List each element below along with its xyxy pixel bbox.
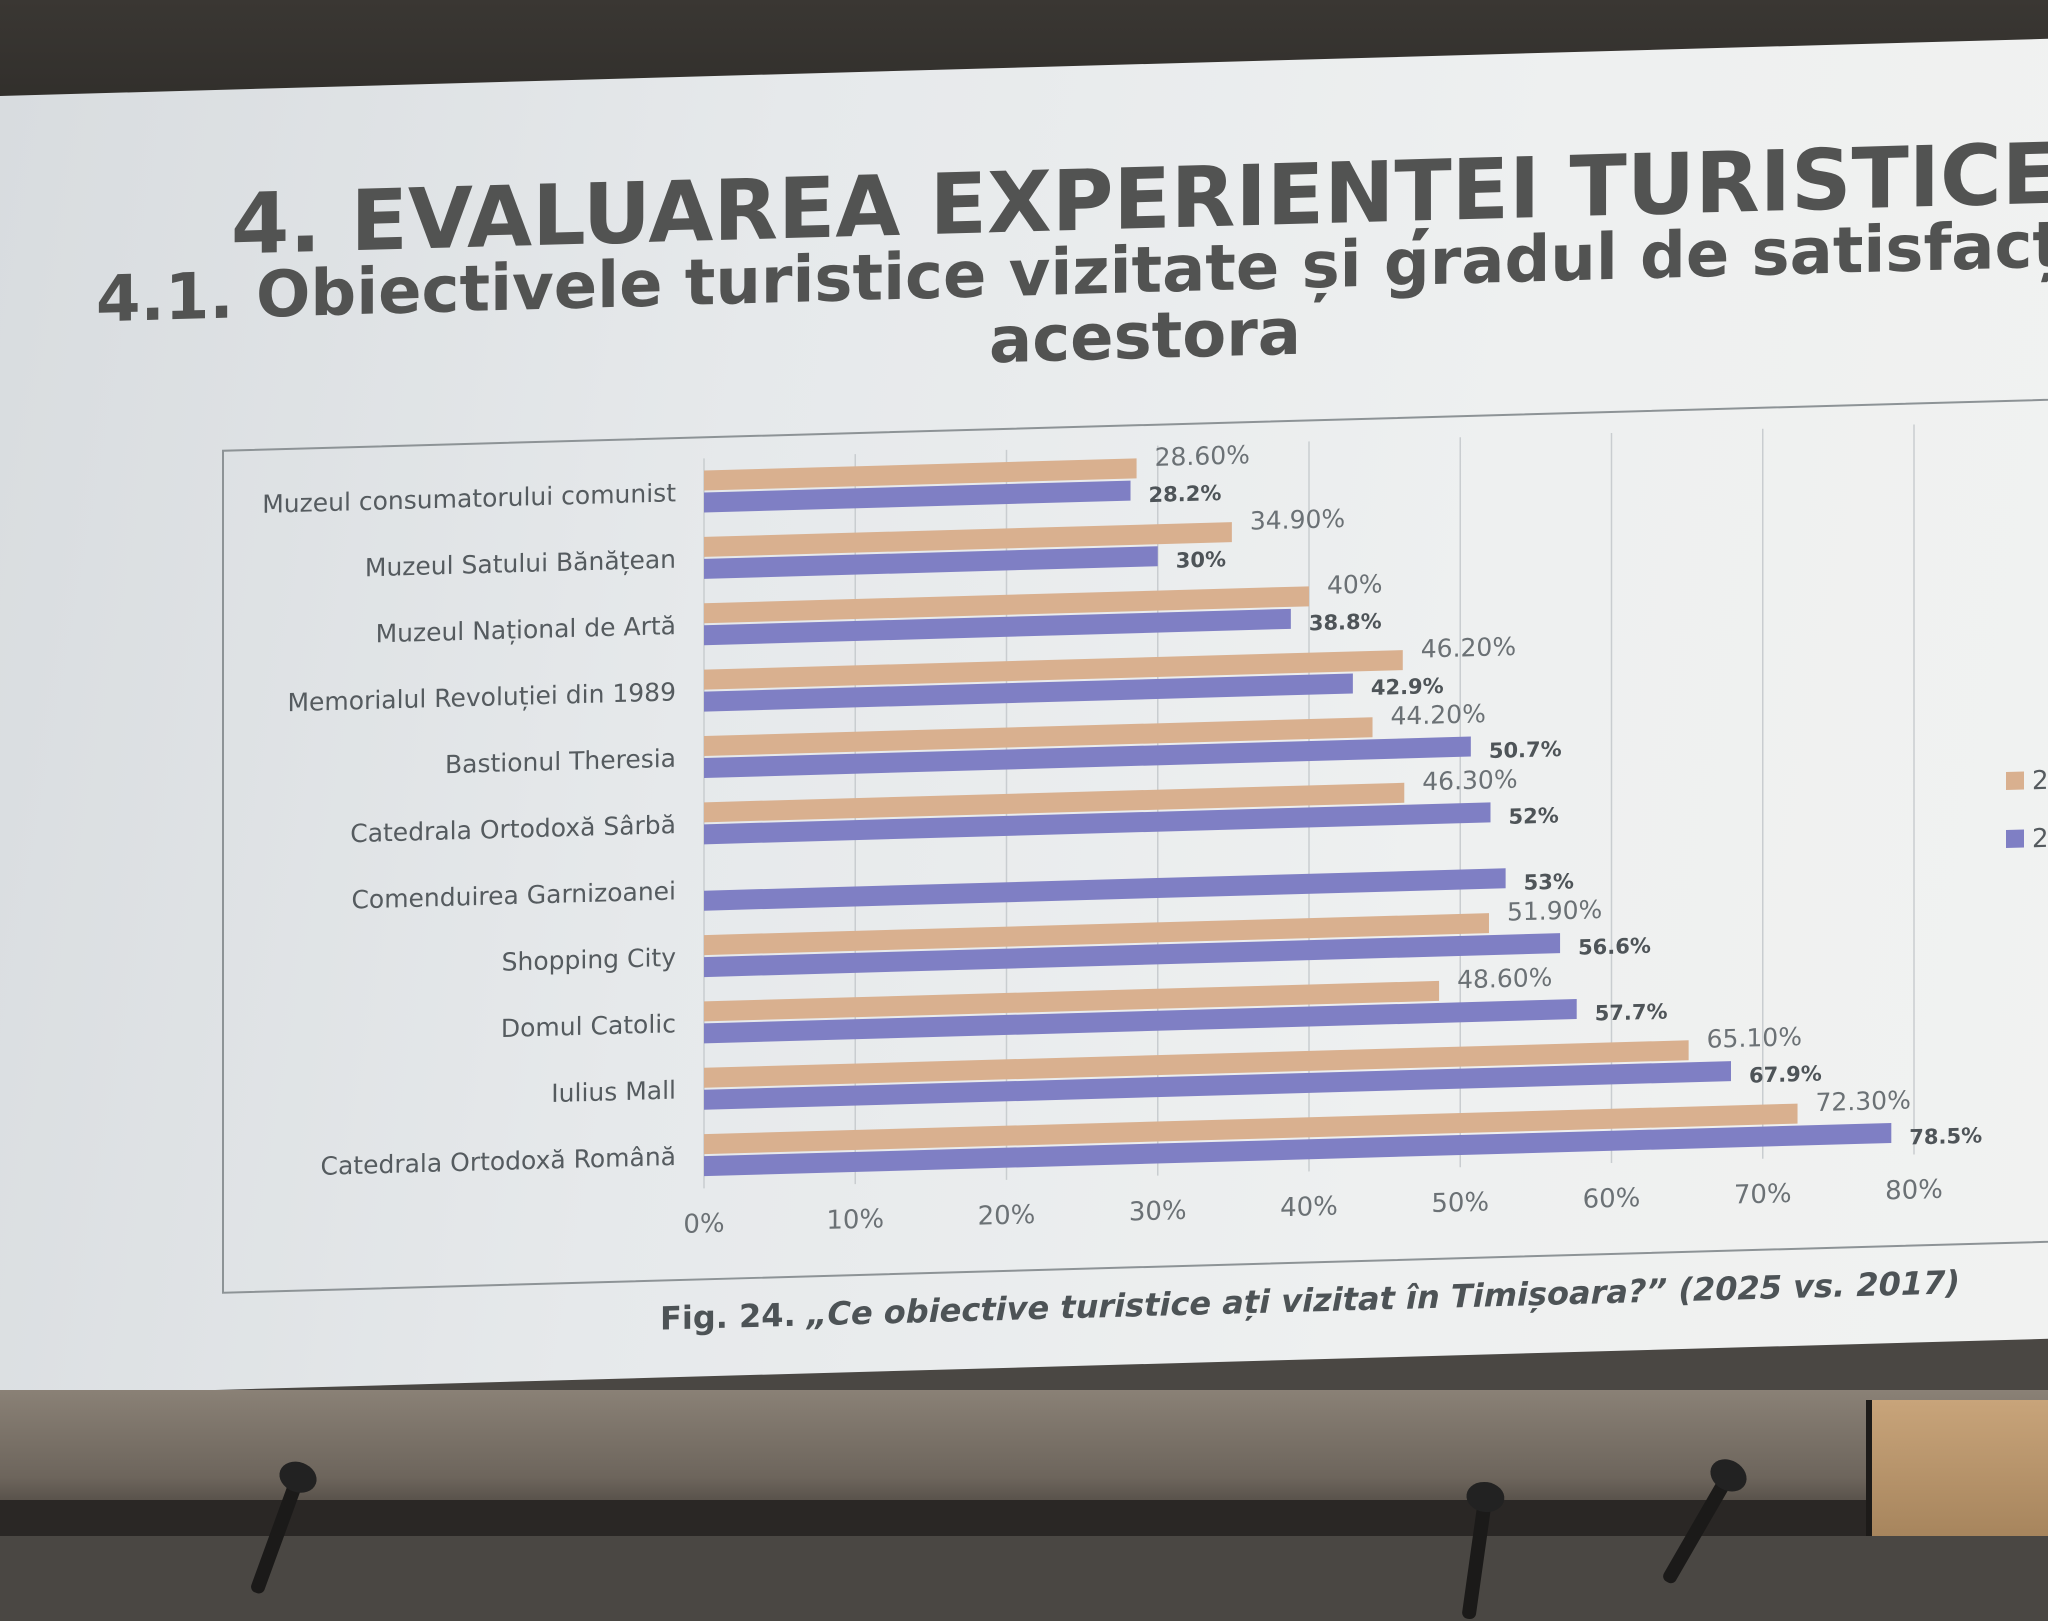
bar-series-1 — [704, 522, 1232, 557]
data-label: 30% — [1176, 547, 1226, 572]
x-tick-label: 70% — [1734, 1179, 1792, 1211]
category-label: Catedrala Ortodoxă Română — [321, 1142, 676, 1181]
x-tick-label: 60% — [1583, 1183, 1641, 1215]
data-label: 46.30% — [1422, 765, 1517, 797]
category-label: Bastionul Theresia — [445, 744, 676, 779]
x-tick-label: 20% — [978, 1200, 1036, 1232]
data-label: 34.90% — [1250, 504, 1345, 536]
bar-series-2 — [704, 736, 1471, 778]
bar-series-1 — [704, 782, 1405, 823]
bar-chart: 0% 10% 20% 30% 40% 50% 60% 70% 80% Muzeul consuma… — [262, 424, 2048, 1240]
category-label: Catedrala Ortodoxă Sârbă — [350, 810, 676, 848]
x-tick-label: 80% — [1885, 1175, 1943, 1207]
category-label: Muzeul consumatorului comunist — [262, 478, 676, 519]
data-label: 56.6% — [1578, 934, 1651, 960]
bar-series-1 — [704, 913, 1489, 956]
x-tick-label: 50% — [1431, 1187, 1489, 1219]
projection-screen: 4. EVALUAREA EXPERIENȚEI TURISTICE 4.1. … — [0, 38, 2048, 1396]
x-tick-label: 40% — [1280, 1192, 1338, 1224]
legend-swatch — [2006, 771, 2024, 790]
data-label: 72.30% — [1816, 1085, 1911, 1117]
category-label: Domul Catolic — [501, 1009, 676, 1043]
bar-series-2 — [704, 999, 1577, 1044]
bar-series-2 — [704, 1122, 1892, 1177]
data-label: 40% — [1327, 569, 1383, 600]
bar-series-2 — [704, 546, 1158, 579]
data-label: 78.5% — [1909, 1123, 1982, 1149]
data-label: 67.9% — [1749, 1062, 1822, 1088]
category-label: Muzeul Național de Artă — [376, 611, 676, 648]
x-tick-label: 10% — [826, 1204, 884, 1236]
bar-series-2 — [704, 1061, 1731, 1110]
x-tick-label: 30% — [1129, 1196, 1187, 1228]
data-label: 48.60% — [1457, 963, 1552, 995]
category-label: Muzeul Satului Bănățean — [365, 545, 676, 583]
bar-series-2 — [704, 802, 1491, 845]
category-label: Memorialul Revoluției din 1989 — [287, 677, 676, 717]
bar-series-2 — [704, 673, 1353, 712]
legend-label: 2 — [2032, 766, 2048, 796]
bar-series-2 — [704, 608, 1291, 646]
category-label: Comenduirea Garnizoanei — [351, 876, 676, 914]
bar-series-1 — [704, 650, 1403, 690]
figure-question: „Ce obiective turistice ați vizitat în T… — [806, 1263, 1961, 1334]
category-label: Iulius Mall — [551, 1076, 676, 1108]
figure-number: Fig. 24. — [660, 1295, 796, 1338]
data-label: 42.9% — [1371, 674, 1444, 700]
data-label: 53% — [1524, 869, 1574, 894]
bar-series-1 — [704, 586, 1309, 624]
category-label: Shopping City — [502, 943, 677, 977]
chair — [1866, 1400, 2048, 1536]
data-label: 52% — [1509, 803, 1559, 828]
data-label: 51.90% — [1507, 895, 1602, 927]
data-label: 28.60% — [1155, 440, 1250, 472]
bar-series-2 — [704, 868, 1506, 911]
bar-series-1 — [704, 717, 1373, 756]
stage-edge — [0, 1500, 2048, 1536]
bar-series-1 — [704, 1040, 1689, 1088]
bar-series-2 — [704, 480, 1131, 513]
data-label: 46.20% — [1421, 632, 1516, 664]
data-label: 38.8% — [1309, 609, 1382, 635]
bar-series-1 — [704, 980, 1440, 1022]
bar-series-1 — [704, 1103, 1798, 1155]
data-label: 65.10% — [1707, 1022, 1802, 1054]
data-label: 28.2% — [1149, 481, 1222, 507]
data-label: 57.7% — [1595, 1000, 1668, 1026]
bar-series-1 — [704, 458, 1137, 491]
chart-frame: 0% 10% 20% 30% 40% 50% 60% 70% 80% Muzeul consuma… — [222, 396, 2048, 1294]
data-label: 44.20% — [1391, 699, 1486, 731]
x-tick-label: 0% — [683, 1209, 724, 1240]
legend-swatch — [2006, 829, 2024, 848]
bar-series-2 — [704, 933, 1561, 978]
data-label: 50.7% — [1489, 737, 1562, 763]
legend-label: 2 — [2032, 824, 2048, 854]
